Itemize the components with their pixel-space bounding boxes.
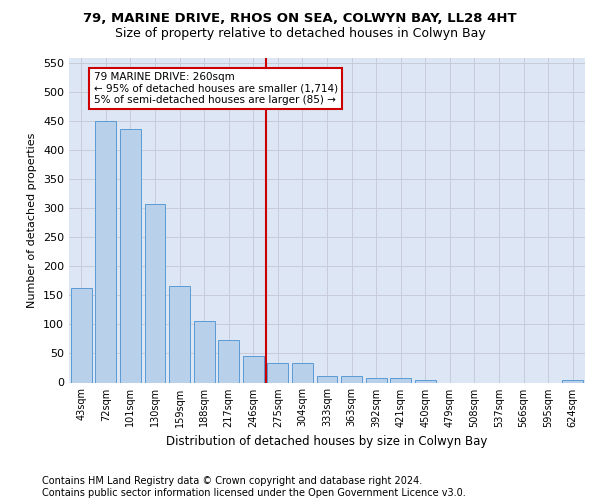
Text: 79 MARINE DRIVE: 260sqm
← 95% of detached houses are smaller (1,714)
5% of semi-: 79 MARINE DRIVE: 260sqm ← 95% of detache… (94, 72, 338, 105)
Bar (218, 340, 239, 382)
Bar (292, 364, 313, 382)
Bar (365, 378, 386, 382)
Bar (390, 378, 411, 382)
Bar (341, 376, 362, 382)
Bar (415, 380, 436, 382)
Bar (169, 286, 190, 382)
X-axis label: Distribution of detached houses by size in Colwyn Bay: Distribution of detached houses by size … (166, 435, 488, 448)
Bar (317, 376, 337, 382)
Text: Contains HM Land Registry data © Crown copyright and database right 2024.
Contai: Contains HM Land Registry data © Crown c… (42, 476, 466, 498)
Bar (120, 129, 141, 382)
Bar (71, 288, 92, 382)
Text: 79, MARINE DRIVE, RHOS ON SEA, COLWYN BAY, LL28 4HT: 79, MARINE DRIVE, RHOS ON SEA, COLWYN BA… (83, 12, 517, 26)
Bar (145, 204, 166, 382)
Bar (562, 380, 583, 382)
Bar (243, 356, 264, 382)
Text: Size of property relative to detached houses in Colwyn Bay: Size of property relative to detached ho… (115, 28, 485, 40)
Bar (194, 321, 215, 382)
Bar (95, 122, 116, 382)
Y-axis label: Number of detached properties: Number of detached properties (28, 132, 37, 308)
Bar (268, 364, 289, 382)
